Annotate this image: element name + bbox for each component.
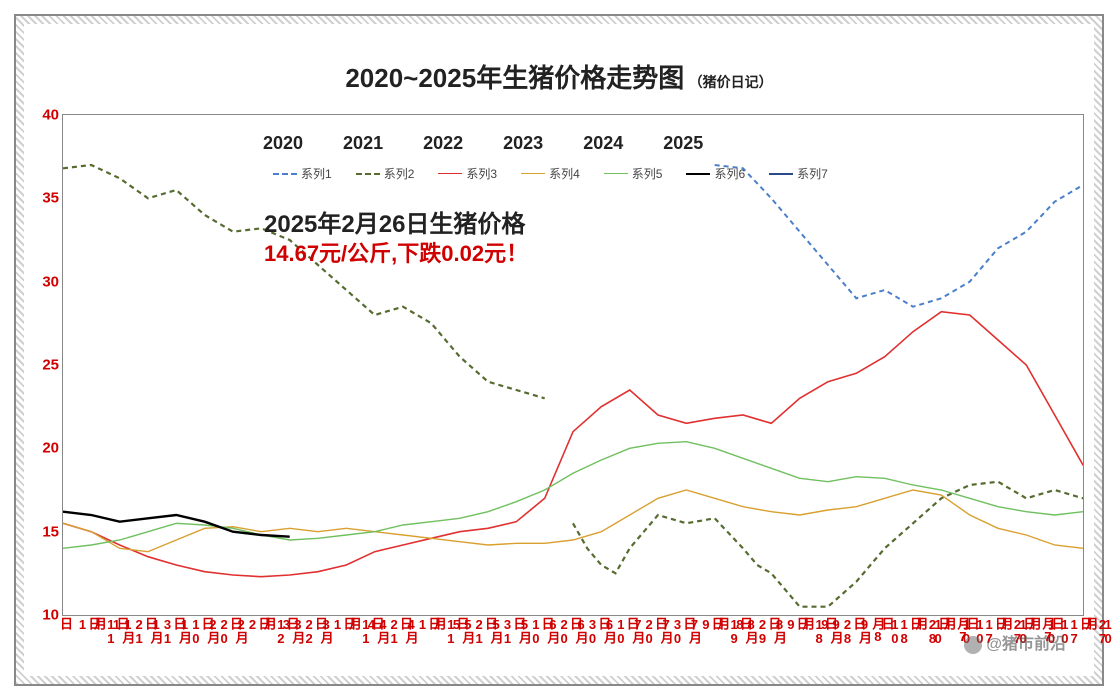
legend-label: 系列1 (301, 165, 332, 182)
chart-inner: 2020~2025年生猪价格走势图 （猪价日记） 202020212022202… (24, 24, 1094, 676)
legend-item: 系列6 (686, 165, 745, 182)
legend-label: 系列4 (549, 165, 580, 182)
series-line (63, 490, 1083, 552)
plot-area: 2020 2021 2022 2023 2024 2025 系列1 系列2 系列3 系列4 系列5… (62, 114, 1084, 616)
y-tick: 35 (42, 190, 59, 207)
series-line (63, 512, 290, 537)
legend-swatch (769, 173, 793, 175)
watermark: @猪市前沿 (964, 630, 1066, 654)
legend-label: 系列7 (797, 165, 828, 182)
legend-label: 系列3 (466, 165, 497, 182)
legend-label: 系列5 (632, 165, 663, 182)
year-labels: 2020 2021 2022 2023 2024 2025 (263, 133, 703, 154)
legend-swatch (686, 173, 710, 175)
y-tick: 30 (42, 273, 59, 290)
year-label: 2021 (343, 133, 383, 154)
paw-icon (964, 636, 982, 654)
y-tick: 15 (42, 523, 59, 540)
legend-item: 系列7 (769, 165, 828, 182)
year-label: 2020 (263, 133, 303, 154)
annotation-date: 2025年2月26日生猪价格 (264, 204, 525, 239)
legend-swatch (604, 173, 628, 174)
y-tick: 40 (42, 107, 59, 124)
series-line (573, 482, 1083, 607)
legend-item: 系列1 (273, 165, 332, 182)
series-line (63, 165, 545, 398)
year-label: 2025 (663, 133, 703, 154)
legend-item: 系列5 (604, 165, 663, 182)
y-tick: 20 (42, 440, 59, 457)
y-tick: 25 (42, 357, 59, 374)
watermark-text: @猪市前沿 (986, 636, 1066, 653)
series-line (63, 442, 1083, 549)
x-tick: 10月27日 (1076, 617, 1114, 645)
legend-swatch (438, 173, 462, 174)
title-main: 2020~2025年生猪价格走势图 (345, 63, 684, 93)
annotation-price: 14.67元/公斤,下跌0.02元！ (264, 236, 528, 268)
legend-item: 系列3 (438, 165, 497, 182)
series-line (715, 165, 1083, 307)
chart-frame: 2020~2025年生猪价格走势图 （猪价日记） 202020212022202… (14, 14, 1104, 686)
legend-swatch (356, 173, 380, 175)
legend-swatch (273, 173, 297, 175)
chart-title: 2020~2025年生猪价格走势图 （猪价日记） (24, 58, 1094, 95)
year-label: 2024 (583, 133, 623, 154)
series-line (63, 312, 1083, 577)
legend-item: 系列4 (521, 165, 580, 182)
title-sub: （猪价日记） (689, 74, 773, 90)
legend-label: 系列6 (714, 165, 745, 182)
legend-label: 系列2 (384, 165, 415, 182)
legend: 系列1 系列2 系列3 系列4 系列5 系列6 系列7 (273, 165, 828, 182)
year-label: 2023 (503, 133, 543, 154)
chart-svg (63, 115, 1083, 615)
year-label: 2022 (423, 133, 463, 154)
legend-item: 系列2 (356, 165, 415, 182)
legend-swatch (521, 173, 545, 174)
